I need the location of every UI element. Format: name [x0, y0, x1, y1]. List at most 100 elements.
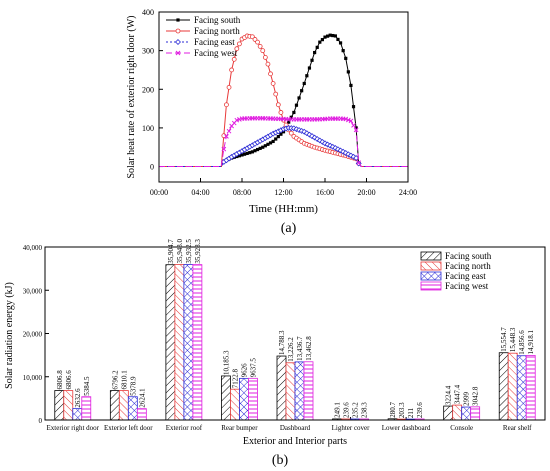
- data-point: [301, 128, 308, 135]
- value-label-facing-west-rear-shelf: 14,918.1: [527, 329, 535, 354]
- value-label-facing-west-dashboard: 13,462.8: [305, 336, 313, 361]
- bar-facing-west-dashboard: [303, 361, 314, 421]
- data-point: [314, 136, 321, 142]
- x-tick-label: 08:00: [233, 188, 251, 197]
- line-chart-plot-frame: [158, 11, 409, 183]
- value-label-facing-south-exterior-right-door: 6806.8: [56, 370, 64, 390]
- bar-facing-south-exterior-right-door: [54, 390, 65, 421]
- value-label-facing-north-exterior-roof: 35,943.0: [176, 239, 184, 264]
- data-point: [320, 38, 325, 42]
- legend-item-facing-south: Facing south: [166, 15, 241, 25]
- x-tick-label-console: Console: [450, 424, 473, 432]
- data-point: [345, 117, 351, 123]
- data-point: [356, 160, 362, 166]
- data-point: [303, 130, 310, 137]
- x-tick-label-lighter-cover: Lighter cover: [332, 424, 371, 432]
- value-label-facing-south-exterior-left-door: 6796.2: [111, 370, 119, 390]
- data-point: [354, 126, 358, 130]
- series-line-facing-west: [159, 117, 408, 167]
- data-point: [279, 132, 283, 136]
- bar-chart-ticks: 0 10,000 20,000 30,000 40,000 Exterior right …: [23, 244, 532, 432]
- bar-facing-south-dashboard: [276, 355, 287, 421]
- y-tick-label: 40,000: [23, 244, 43, 252]
- legend-item-facing-south: Facing south: [420, 251, 492, 261]
- y-tick-label: 20,000: [23, 331, 43, 339]
- bar-facing-north-rear-shelf: [507, 352, 518, 421]
- value-label-facing-south-lighter-cover: 249.1: [334, 402, 342, 418]
- bar-chart-x-axis-label: Exterior and Interior parts: [243, 436, 347, 447]
- legend-label: Facing east: [194, 37, 235, 47]
- data-point: [300, 89, 304, 93]
- bar-facing-north-dashboard: [285, 362, 296, 421]
- value-label-facing-east-lower-dashboard: 211: [407, 407, 415, 418]
- data-point: [262, 54, 268, 60]
- x-tick-label: 00:00: [150, 188, 168, 197]
- legend-swatch: [420, 271, 442, 281]
- x-tick-label-exterior-roof: Exterior roof: [166, 424, 203, 432]
- value-label-facing-east-exterior-right-door: 2632.6: [74, 388, 82, 408]
- value-label-facing-north-exterior-left-door: 6810.1: [120, 370, 128, 390]
- value-label-facing-east-console: 2999: [463, 392, 471, 407]
- bar-facing-west-rear-bumper: [248, 377, 258, 421]
- x-tick-label-lower-dashboard: Lower dashboard: [382, 424, 431, 432]
- data-point: [257, 43, 263, 49]
- data-point: [297, 96, 301, 100]
- data-point: [266, 142, 270, 146]
- data-point: [275, 102, 281, 108]
- bar-facing-north-exterior-roof: [174, 264, 185, 421]
- bar-facing-north-rear-bumper: [230, 388, 240, 421]
- line-chart-series: [159, 33, 408, 167]
- data-point: [307, 66, 312, 70]
- legend-label: Facing south: [194, 15, 241, 25]
- data-point: [250, 150, 254, 154]
- value-label-facing-north-rear-bumper: 7122.8: [231, 368, 239, 388]
- data-point: [351, 123, 356, 128]
- data-point: [237, 41, 242, 47]
- bar-facing-east-exterior-right-door: [72, 408, 83, 421]
- bar-facing-south-rear-bumper: [221, 375, 231, 421]
- bar-facing-west-exterior-roof: [192, 264, 203, 421]
- legend-label: Facing west: [445, 281, 489, 291]
- y-tick-label: 30,000: [23, 287, 43, 295]
- series-line-facing-east: [159, 127, 408, 167]
- x-tick-label-exterior-right-door: Exterior right door: [47, 424, 100, 432]
- legend-label: Facing east: [445, 271, 486, 281]
- bar-facing-east-exterior-roof: [183, 264, 194, 421]
- legend-label: Facing west: [194, 48, 238, 58]
- data-point: [294, 103, 299, 107]
- data-point: [271, 139, 275, 144]
- data-point: [229, 67, 235, 73]
- legend-marker: [175, 39, 181, 45]
- line-chart-ticks: 00:00 04:00 08:00 12:00 16:00 20:00 24:00 0 100 2…: [142, 8, 417, 197]
- data-point: [353, 127, 359, 133]
- bar-facing-south-exterior-roof: [165, 264, 176, 421]
- data-point: [268, 141, 273, 145]
- line-chart-y-axis-label: Solar heat rate of exterior right door (…: [126, 16, 137, 179]
- data-point: [323, 35, 327, 39]
- data-point: [288, 130, 294, 136]
- line-chart-panel: 00:00 04:00 08:00 12:00 16:00 20:00 24:00 0 100 2…: [126, 8, 417, 236]
- data-point: [331, 33, 335, 38]
- data-point: [292, 110, 296, 115]
- data-point: [245, 151, 249, 156]
- data-point: [289, 115, 293, 119]
- value-label-facing-west-lower-dashboard: 239.6: [416, 402, 424, 418]
- y-tick-label: 300: [142, 47, 154, 56]
- value-label-facing-west-console: 3042.8: [472, 386, 480, 406]
- x-tick-label-rear-shelf: Rear shelf: [503, 424, 532, 432]
- data-point: [353, 155, 360, 162]
- value-label-facing-west-lighter-cover: 238.3: [361, 402, 369, 418]
- data-point: [268, 71, 273, 77]
- legend-item-facing-west: Facing west: [420, 281, 489, 291]
- value-label-facing-east-lighter-cover: 235.2: [352, 402, 360, 418]
- legend-item-facing-north: Facing north: [166, 26, 240, 36]
- legend-swatch: [420, 281, 442, 291]
- data-point: [263, 144, 267, 148]
- value-label-facing-south-console: 3224.4: [445, 385, 453, 405]
- data-point: [276, 135, 280, 139]
- data-point: [231, 56, 237, 62]
- legend-swatch: [420, 261, 442, 271]
- legend-label: Facing north: [445, 261, 491, 271]
